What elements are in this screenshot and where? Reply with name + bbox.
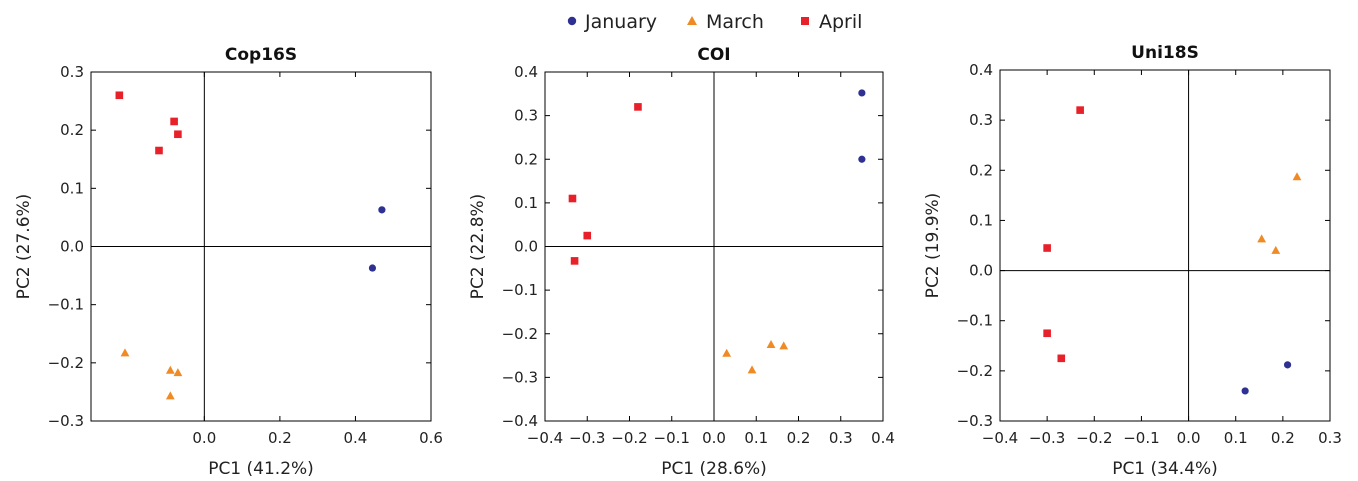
cop16s-y-tick-label: 0.0	[60, 238, 84, 256]
cop16s-x-axis-label: PC1 (41.2%)	[208, 459, 314, 479]
coi-x-tick-label: −0.4	[527, 429, 563, 447]
legend-item-march: March	[687, 11, 764, 33]
legend-label-march: March	[706, 11, 764, 33]
coi-x-tick-label: −0.3	[569, 429, 605, 447]
coi-x-tick-label: 0.4	[871, 429, 895, 447]
cop16s-y-tick-label: 0.1	[60, 179, 84, 197]
uni18s-y-tick-label: 0.4	[969, 61, 993, 79]
coi-point-april	[570, 257, 579, 265]
coi-y-tick-label: 0.3	[514, 107, 538, 125]
coi-point-april	[583, 231, 592, 240]
cop16s-point-april	[174, 130, 182, 139]
legend: January March April	[567, 11, 862, 33]
uni18s-x-axis-label: PC1 (34.4%)	[1112, 459, 1218, 479]
coi-point-march	[779, 341, 789, 350]
legend-label-january: January	[584, 11, 657, 33]
uni18s-y-tick-label: 0.0	[969, 262, 993, 280]
coi-x-axis-label: PC1 (28.6%)	[661, 459, 767, 479]
cop16s-point-march	[165, 365, 175, 374]
legend-marker-march	[687, 16, 697, 25]
coi-x-tick-label: 0.3	[829, 429, 853, 447]
uni18s-point-april	[1043, 244, 1051, 252]
cop16s-point-march	[173, 368, 183, 377]
coi-x-tick-label: 0.1	[744, 429, 768, 447]
coi-y-tick-label: −0.2	[502, 325, 538, 343]
coi-y-tick-label: 0.1	[514, 194, 538, 212]
coi-point-march	[766, 340, 776, 349]
coi-y-tick-label: 0.0	[514, 238, 538, 256]
coi-point-january	[858, 89, 866, 97]
uni18s-y-tick-label: 0.3	[969, 111, 993, 129]
cop16s-point-march	[120, 348, 130, 357]
uni18s-x-tick-label: 0.2	[1271, 429, 1295, 447]
cop16s-point-april	[115, 91, 124, 100]
legend-item-january: January	[567, 11, 657, 33]
uni18s-x-tick-label: −0.3	[1029, 429, 1065, 447]
coi-y-tick-label: 0.2	[514, 150, 538, 168]
uni18s-y-axis-label: PC2 (19.9%)	[923, 193, 943, 299]
cop16s-x-tick-label: 0.4	[344, 429, 368, 447]
uni18s-title: Uni18S	[1131, 43, 1199, 63]
uni18s-point-april	[1057, 354, 1066, 363]
uni18s-y-tick-label: 0.1	[969, 211, 993, 229]
coi-x-tick-label: 0.2	[787, 429, 811, 447]
coi-title: COI	[697, 45, 730, 65]
cop16s-point-april	[170, 117, 178, 126]
coi-point-april	[568, 194, 577, 203]
uni18s-y-tick-label: −0.3	[957, 412, 993, 430]
cop16s-point-january	[368, 264, 377, 272]
uni18s-x-tick-label: −0.4	[982, 429, 1018, 447]
coi-point-april	[634, 103, 642, 111]
coi-y-tick-label: −0.3	[502, 368, 538, 386]
uni18s-point-january	[1283, 361, 1292, 369]
coi-y-tick-label: 0.4	[514, 63, 538, 81]
uni18s-x-tick-label: 0.0	[1177, 429, 1201, 447]
cop16s-y-tick-label: −0.3	[48, 412, 84, 430]
uni18s-point-april	[1043, 329, 1051, 338]
cop16s-x-tick-label: 0.0	[192, 429, 216, 447]
uni18s-y-tick-label: −0.1	[957, 312, 993, 330]
cop16s-point-january	[378, 206, 386, 214]
uni18s-point-march	[1271, 245, 1281, 254]
uni18s-x-tick-label: −0.1	[1123, 429, 1159, 447]
uni18s-point-march	[1292, 172, 1302, 181]
panel-cop16s: 0.0 0.2 0.4 0.6 −0.3 −0.2 −0.1 0.0 0.1 0.2 0.3 Cop1…	[14, 45, 443, 479]
cop16s-y-tick-label: −0.1	[48, 296, 84, 314]
legend-item-april: April	[801, 11, 862, 33]
uni18s-x-tick-label: −0.2	[1076, 429, 1112, 447]
panel-coi: −0.4 −0.3 −0.2 −0.1 0.0 0.1 0.2 0.3 0.4−0.4−0.3−…	[468, 45, 895, 479]
cop16s-y-tick-label: 0.2	[60, 121, 84, 139]
cop16s-y-tick-label: −0.2	[48, 354, 84, 372]
uni18s-y-tick-label: −0.2	[957, 362, 993, 380]
cop16s-y-axis-label: PC2 (27.6%)	[14, 194, 34, 300]
legend-marker-january	[567, 16, 577, 26]
coi-point-january	[858, 155, 866, 163]
panel-uni18s: −0.4 −0.3 −0.2 −0.1 0.0 0.1 0.2 0.3−0.3−0.2−0.1…	[923, 43, 1342, 479]
uni18s-point-january	[1241, 387, 1249, 395]
coi-x-tick-label: 0.0	[702, 429, 726, 447]
cop16s-point-april	[155, 146, 163, 155]
coi-y-axis-label: PC2 (22.8%)	[468, 194, 488, 300]
coi-x-tick-label: −0.2	[611, 429, 647, 447]
legend-label-april: April	[819, 11, 862, 33]
legend-marker-april	[801, 17, 809, 25]
cop16s-y-tick-label: 0.3	[60, 63, 84, 81]
coi-point-march	[722, 348, 732, 357]
cop16s-x-tick-label: 0.2	[268, 429, 292, 447]
cop16s-point-march	[165, 391, 175, 400]
uni18s-point-march	[1257, 234, 1267, 243]
cop16s-x-tick-label: 0.6	[419, 429, 443, 447]
coi-x-tick-label: −0.1	[654, 429, 690, 447]
cop16s-title: Cop16S	[225, 45, 297, 65]
coi-y-tick-label: −0.4	[502, 412, 538, 430]
uni18s-x-tick-label: 0.1	[1224, 429, 1248, 447]
coi-y-tick-label: −0.1	[502, 281, 538, 299]
uni18s-y-tick-label: 0.2	[969, 161, 993, 179]
uni18s-x-tick-label: 0.3	[1318, 429, 1342, 447]
uni18s-plot-frame	[999, 69, 1331, 422]
coi-point-march	[747, 365, 757, 374]
uni18s-point-april	[1076, 106, 1084, 114]
